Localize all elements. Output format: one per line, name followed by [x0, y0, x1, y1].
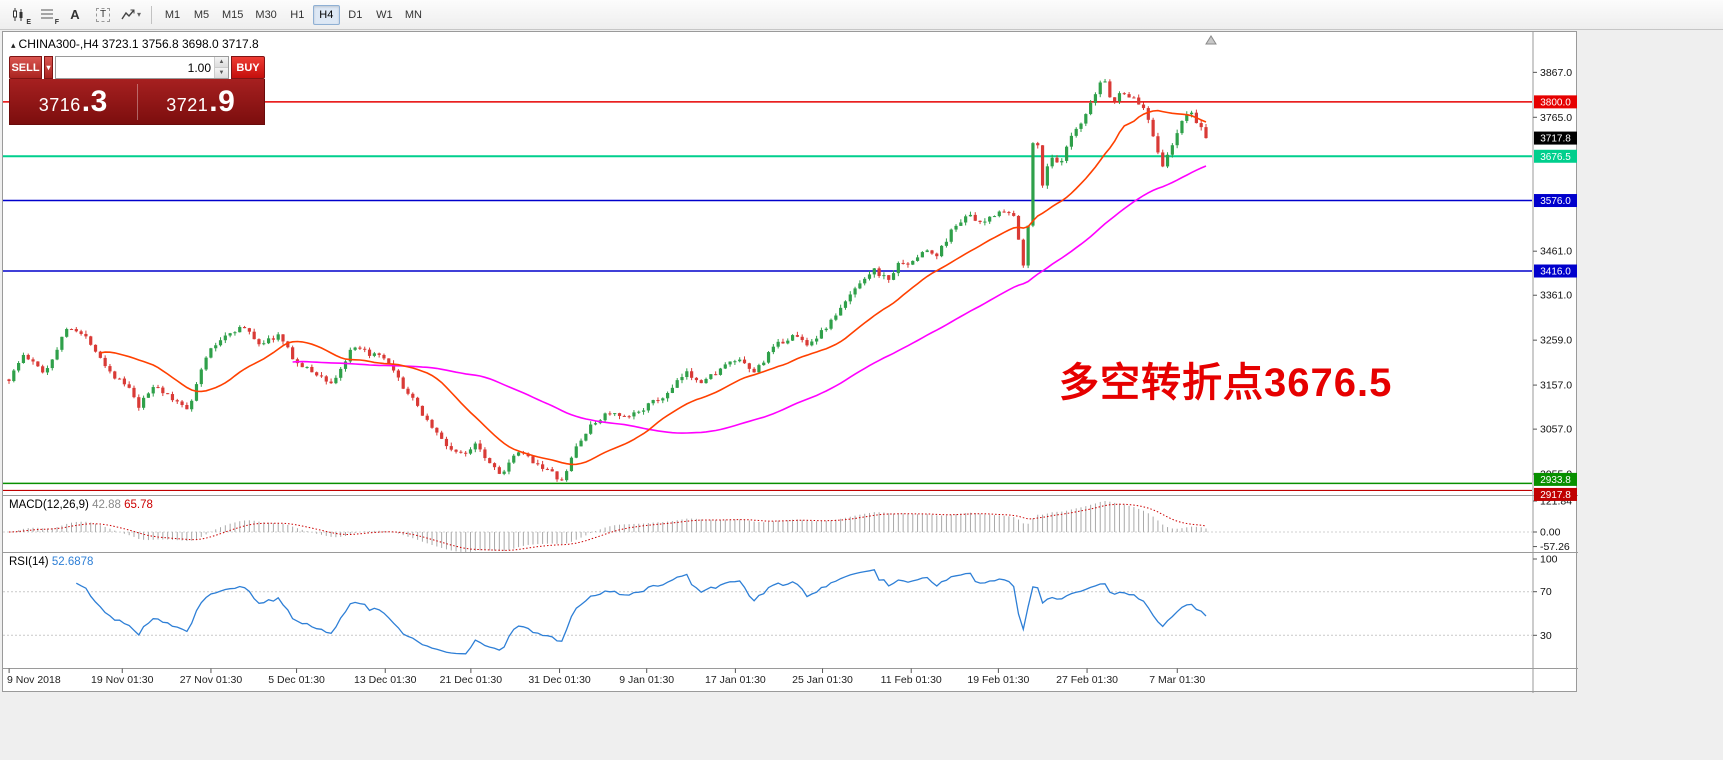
- sell-price-pips: .3: [81, 84, 108, 118]
- chart-type-candles-icon[interactable]: E: [6, 4, 32, 26]
- svg-text:25 Jan 01:30: 25 Jan 01:30: [792, 674, 853, 686]
- chevron-down-icon: ▾: [46, 63, 51, 72]
- svg-text:3676.5: 3676.5: [1540, 152, 1571, 163]
- chart-shift-marker[interactable]: [1205, 35, 1217, 45]
- macd-pane: [3, 501, 1532, 553]
- timeframes-group: M1 M5 M15 M30 H1 H4 D1 W1 MN: [159, 4, 427, 25]
- svg-text:13 Dec 01:30: 13 Dec 01:30: [354, 674, 417, 686]
- timeframe-button-m1[interactable]: M1: [164, 8, 181, 21]
- svg-text:2933.8: 2933.8: [1540, 475, 1571, 486]
- svg-text:30: 30: [1540, 630, 1552, 642]
- sell-price[interactable]: 3716.3: [10, 85, 137, 119]
- time-scale[interactable]: 9 Nov 2018 19 Nov 01:30 27 Nov 01:30 5 Dec …: [7, 668, 1205, 687]
- svg-text:9 Jan 01:30: 9 Jan 01:30: [619, 674, 674, 686]
- ma-fast-line[interactable]: [100, 109, 1207, 466]
- svg-text:3416.0: 3416.0: [1540, 267, 1571, 278]
- rsi-pane: [3, 569, 1532, 655]
- volume-input-wrap: ▲ ▼: [55, 56, 229, 79]
- price-tag-2917.8: [1534, 487, 1577, 501]
- sell-price-main: 3716: [38, 94, 81, 115]
- volume-spinner: ▲ ▼: [214, 57, 228, 78]
- buy-price[interactable]: 3721.9: [138, 85, 265, 119]
- volume-increase-button[interactable]: ▲: [215, 57, 228, 68]
- rsi-line: [75, 569, 1207, 655]
- svg-text:27 Feb 01:30: 27 Feb 01:30: [1056, 674, 1118, 686]
- svg-text:3800.0: 3800.0: [1540, 97, 1571, 108]
- chart-window: 3867.0 3765.0 3461.0 3361.0 3259.0 3157.0 3057…: [2, 31, 1578, 693]
- svg-text:3717.8: 3717.8: [1540, 134, 1571, 145]
- chart-properties-icon[interactable]: F: [41, 9, 59, 26]
- arrow-down-icon: ▼: [218, 70, 225, 76]
- timeframe-button-h1[interactable]: H1: [290, 8, 305, 21]
- svg-text:3157.0: 3157.0: [1540, 380, 1572, 392]
- buy-price-pips: .9: [209, 84, 236, 118]
- svg-text:2917.8: 2917.8: [1540, 490, 1571, 501]
- volume-input[interactable]: [56, 57, 214, 78]
- svg-text:19 Feb 01:30: 19 Feb 01:30: [967, 674, 1029, 686]
- price-tag-3800.0: [1534, 95, 1577, 109]
- one-click-trading-panel: SELL ▾ ▲ ▼ BUY 3716.3 3721.9: [9, 56, 265, 125]
- text-annotation-icon[interactable]: A: [70, 7, 80, 22]
- price-tag-3576.0: [1534, 194, 1577, 208]
- svg-text:3765.0: 3765.0: [1540, 112, 1572, 124]
- timeframe-button-h4[interactable]: H4: [312, 4, 340, 25]
- svg-text:27 Nov 01:30: 27 Nov 01:30: [180, 674, 243, 686]
- svg-text:3361.0: 3361.0: [1540, 290, 1572, 302]
- svg-text:3461.0: 3461.0: [1540, 246, 1572, 258]
- arrow-up-icon: ▲: [218, 59, 225, 65]
- svg-text:17 Jan 01:30: 17 Jan 01:30: [705, 674, 766, 686]
- chart-marker-icon: ▴: [11, 40, 16, 50]
- timeframe-button-d1[interactable]: D1: [348, 8, 363, 21]
- timeframe-button-m30[interactable]: M30: [255, 8, 277, 21]
- timeframe-button-m5[interactable]: M5: [193, 8, 210, 21]
- svg-text:70: 70: [1540, 586, 1552, 598]
- drawing-tool-icon[interactable]: ▾: [118, 4, 144, 26]
- price-level-lines: [3, 101, 1532, 492]
- svg-text:0.00: 0.00: [1540, 527, 1561, 539]
- svg-text:3576.0: 3576.0: [1540, 196, 1571, 207]
- price-tag-3416.0: [1534, 264, 1577, 278]
- svg-text:-57.26: -57.26: [1540, 541, 1570, 553]
- tool-icons-group: E F A T ▾: [6, 4, 144, 26]
- top-toolbar: E F A T ▾ M1 M5 M15 M30 H1 H4 D1 W1 MN: [0, 0, 1723, 30]
- volume-decrease-button[interactable]: ▼: [215, 68, 228, 78]
- svg-text:9 Nov 2018: 9 Nov 2018: [7, 674, 61, 686]
- chart-annotation-text: 多空转折点3676.5: [1059, 361, 1393, 405]
- svg-text:31 Dec 01:30: 31 Dec 01:30: [528, 674, 591, 686]
- price-tag-3676.5: [1534, 149, 1577, 163]
- svg-text:5 Dec 01:30: 5 Dec 01:30: [268, 674, 325, 686]
- chart-symbol-header: ▴ CHINA300-,H4 3723.1 3756.8 3698.0 3717.…: [11, 37, 259, 51]
- macd-label: MACD(12,26,9) 42.88 65.78: [9, 499, 153, 511]
- buy-button[interactable]: BUY: [231, 56, 265, 79]
- price-tag-2933.8: [1534, 472, 1577, 486]
- price-tags: 3800.0 3717.8 3676.5 3576.0 3416.0 2933.8 2917…: [1534, 95, 1577, 501]
- timeframe-button-mn[interactable]: MN: [404, 8, 422, 21]
- svg-text:21 Dec 01:30: 21 Dec 01:30: [440, 674, 503, 686]
- svg-text:19 Nov 01:30: 19 Nov 01:30: [91, 674, 154, 686]
- ma-slow-line[interactable]: [292, 165, 1207, 434]
- svg-text:100: 100: [1540, 554, 1558, 566]
- timeframe-button-w1[interactable]: W1: [376, 8, 393, 21]
- toolbar-separator: [151, 5, 152, 24]
- svg-text:3259.0: 3259.0: [1540, 335, 1572, 347]
- sell-button[interactable]: SELL: [9, 56, 42, 79]
- svg-text:7 Mar 01:30: 7 Mar 01:30: [1149, 674, 1205, 686]
- svg-text:11 Feb 01:30: 11 Feb 01:30: [881, 674, 942, 686]
- one-click-controls-row: SELL ▾ ▲ ▼ BUY: [9, 56, 265, 79]
- text-label-tool-icon[interactable]: T: [90, 4, 116, 26]
- svg-text:3057.0: 3057.0: [1540, 424, 1572, 436]
- one-click-prices-row: 3716.3 3721.9: [9, 79, 265, 125]
- buy-price-main: 3721: [166, 94, 209, 115]
- candlesticks: [7, 78, 1208, 482]
- svg-text:3867.0: 3867.0: [1540, 67, 1572, 79]
- price-tag-3717.8: [1534, 131, 1577, 145]
- rsi-label: RSI(14) 52.6878: [9, 556, 93, 568]
- price-divider: [136, 83, 138, 120]
- symbol-ohlc-text: CHINA300-,H4 3723.1 3756.8 3698.0 3717.8: [18, 37, 259, 51]
- timeframe-button-m15[interactable]: M15: [222, 8, 244, 21]
- order-options-dropdown[interactable]: ▾: [44, 56, 53, 79]
- macd-signal-line: [8, 503, 1207, 551]
